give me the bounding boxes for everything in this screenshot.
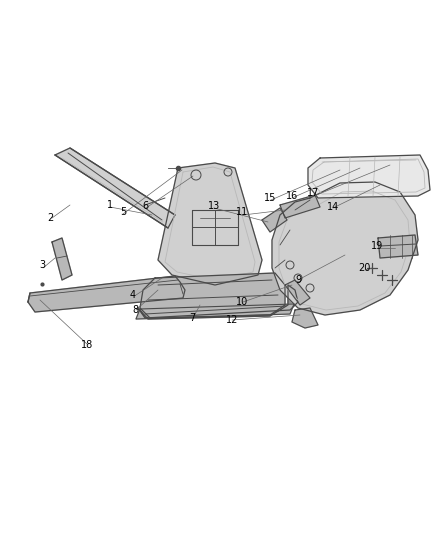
Polygon shape bbox=[52, 238, 72, 280]
Text: 12: 12 bbox=[226, 315, 238, 325]
Polygon shape bbox=[138, 285, 298, 319]
Text: 5: 5 bbox=[120, 207, 126, 217]
Polygon shape bbox=[378, 235, 418, 258]
Polygon shape bbox=[136, 304, 294, 319]
Text: 13: 13 bbox=[208, 201, 220, 211]
Polygon shape bbox=[262, 208, 287, 232]
Text: 7: 7 bbox=[189, 313, 195, 323]
Polygon shape bbox=[55, 148, 175, 228]
Text: 8: 8 bbox=[132, 305, 138, 315]
Text: 11: 11 bbox=[236, 207, 248, 217]
Polygon shape bbox=[158, 163, 262, 285]
Text: 17: 17 bbox=[307, 188, 319, 198]
Text: 3: 3 bbox=[39, 260, 45, 270]
Text: 20: 20 bbox=[358, 263, 370, 273]
Polygon shape bbox=[285, 280, 310, 305]
Text: 2: 2 bbox=[47, 213, 53, 223]
Text: 10: 10 bbox=[236, 297, 248, 307]
Text: 9: 9 bbox=[295, 275, 301, 285]
Polygon shape bbox=[140, 273, 285, 318]
Polygon shape bbox=[272, 182, 418, 315]
Polygon shape bbox=[292, 308, 318, 328]
Text: 15: 15 bbox=[264, 193, 276, 203]
Text: 16: 16 bbox=[286, 191, 298, 201]
Text: 4: 4 bbox=[130, 290, 136, 300]
Text: 6: 6 bbox=[142, 201, 148, 211]
Text: 14: 14 bbox=[327, 202, 339, 212]
Text: 1: 1 bbox=[107, 200, 113, 210]
Polygon shape bbox=[280, 195, 320, 218]
Text: 19: 19 bbox=[371, 241, 383, 251]
Text: 18: 18 bbox=[81, 340, 93, 350]
Polygon shape bbox=[308, 155, 430, 198]
Polygon shape bbox=[28, 276, 185, 312]
